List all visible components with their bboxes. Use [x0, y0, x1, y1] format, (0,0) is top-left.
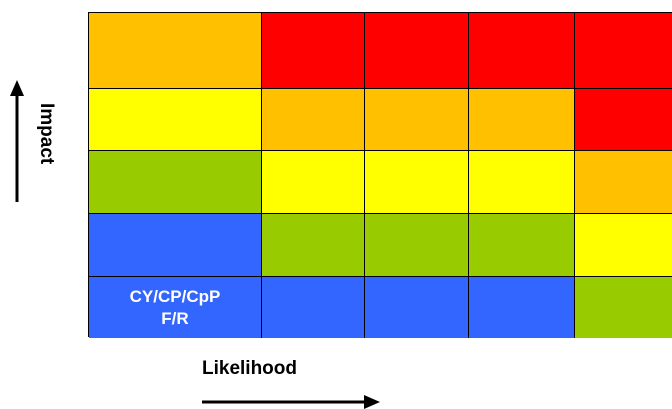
matrix-cell-r2-c3 — [365, 89, 469, 151]
matrix-cell-r2-c5 — [575, 89, 672, 151]
matrix-cell-r5-c3 — [365, 277, 469, 338]
matrix-cell-r1-c3 — [365, 13, 469, 89]
matrix-cell-r3-c3 — [365, 151, 469, 214]
matrix-cell-r1-c4 — [469, 13, 575, 89]
matrix-cell-r5-c1: CY/CP/CpP F/R — [89, 277, 262, 338]
matrix-cell-r4-c2 — [262, 214, 365, 277]
impact-axis-label: Impact — [36, 103, 57, 165]
impact-axis-label-container: Impact — [33, 103, 57, 193]
matrix-cell-r2-c4 — [469, 89, 575, 151]
matrix-cell-r5-c4 — [469, 277, 575, 338]
likelihood-arrow-icon — [202, 395, 380, 409]
matrix-cell-r2-c1 — [89, 89, 262, 151]
matrix-cell-r3-c4 — [469, 151, 575, 214]
matrix-cell-r3-c2 — [262, 151, 365, 214]
matrix-cell-r1-c5 — [575, 13, 672, 89]
matrix-cell-r4-c1 — [89, 214, 262, 277]
likelihood-axis-label: Likelihood — [202, 358, 297, 379]
matrix-cell-r5-c5 — [575, 277, 672, 338]
matrix-cell-r2-c2 — [262, 89, 365, 151]
matrix-cell-r4-c5 — [575, 214, 672, 277]
impact-arrow-icon — [10, 80, 24, 202]
matrix-cell-r1-c1 — [89, 13, 262, 89]
risk-matrix-grid: CY/CP/CpP F/R — [88, 12, 672, 338]
matrix-cell-r4-c3 — [365, 214, 469, 277]
matrix-cell-r3-c1 — [89, 151, 262, 214]
matrix-cell-r3-c5 — [575, 151, 672, 214]
matrix-cell-label: CY/CP/CpP F/R — [129, 286, 221, 328]
matrix-cell-r1-c2 — [262, 13, 365, 89]
matrix-cell-r5-c2 — [262, 277, 365, 338]
matrix-cell-r4-c4 — [469, 214, 575, 277]
